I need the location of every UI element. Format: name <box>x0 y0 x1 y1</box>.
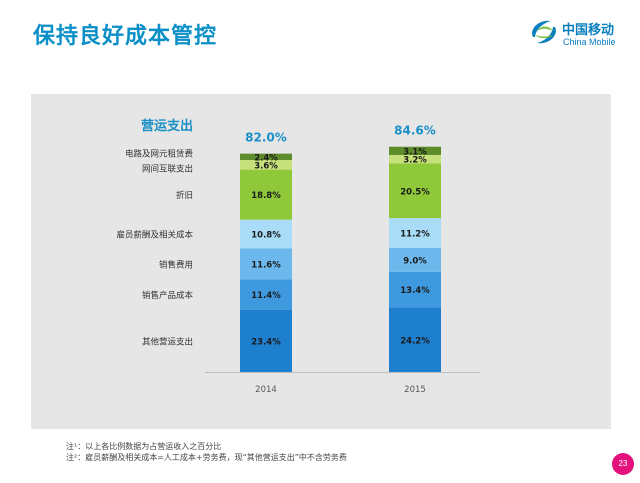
page-title: 保持良好成本管控 <box>33 24 218 49</box>
bar-segment <box>240 248 292 280</box>
logo-name-en: China Mobile <box>563 37 616 47</box>
data-label: 11.6% <box>251 260 281 270</box>
series-label: 雇员薪酬及相关成本 <box>116 230 193 241</box>
x-tick-label: 2014 <box>255 385 277 395</box>
data-label: 3.2% <box>403 156 427 166</box>
data-label: 11.2% <box>400 229 430 239</box>
data-label: 10.8% <box>251 231 281 241</box>
bar-segment <box>240 160 292 170</box>
data-label: 11.4% <box>251 291 281 301</box>
footnote-2: 注²：雇员薪酬及相关成本=人工成本+劳务费，现“其他营运支出”中不含劳务费 <box>66 453 347 462</box>
series-label: 其他营运支出 <box>142 336 193 347</box>
bar-segment <box>389 163 441 219</box>
series-label: 销售产品成本 <box>142 290 194 301</box>
bar-total-label: 84.6% <box>394 124 436 138</box>
data-label: 2.4% <box>254 153 278 163</box>
chart-title: 营运支出 <box>141 118 193 134</box>
chart-panel <box>31 94 611 429</box>
series-label: 折旧 <box>176 190 193 201</box>
series-label: 销售费用 <box>159 259 193 270</box>
data-label: 9.0% <box>403 256 427 266</box>
bar-segment <box>389 154 441 164</box>
bar-segment <box>389 271 441 308</box>
footnotes: 注¹：以上各比例数据为占营运收入之百分比 注²：雇员薪酬及相关成本=人工成本+劳… <box>66 441 347 463</box>
data-label: 24.2% <box>400 336 430 346</box>
bar-segment <box>240 169 292 220</box>
bar-segment <box>389 247 441 272</box>
data-label: 3.1% <box>403 147 427 157</box>
china-mobile-logo: 中国移动 China Mobile <box>527 15 627 55</box>
page-number-badge: 23 <box>612 453 634 475</box>
data-label: 3.6% <box>254 161 278 171</box>
data-label: 13.4% <box>400 286 430 296</box>
bar-segment <box>389 307 441 372</box>
data-label: 23.4% <box>251 337 281 347</box>
data-label: 20.5% <box>400 187 430 197</box>
china-mobile-logo-icon <box>532 20 556 44</box>
bar-segment <box>240 279 292 310</box>
series-label: 电路及网元租赁费 <box>125 148 194 159</box>
bar-total-label: 82.0% <box>245 131 287 145</box>
bar-segment <box>240 153 292 161</box>
series-label: 网间互联支出 <box>142 163 193 174</box>
data-label: 18.8% <box>251 191 281 201</box>
footnote-1: 注¹：以上各比例数据为占营运收入之百分比 <box>66 442 222 451</box>
bar-segment <box>240 309 292 372</box>
bar-segment <box>240 219 292 249</box>
logo-name-cn: 中国移动 <box>562 23 615 38</box>
x-tick-label: 2015 <box>404 385 426 395</box>
bar-segment <box>389 218 441 248</box>
bar-segment <box>389 146 441 155</box>
